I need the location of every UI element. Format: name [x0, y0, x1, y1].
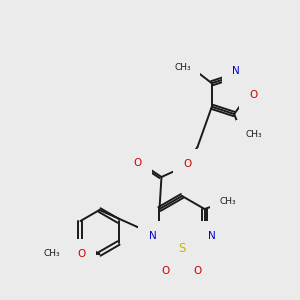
Text: O: O: [250, 90, 258, 100]
Text: O: O: [194, 266, 202, 276]
Text: O: O: [183, 159, 192, 169]
Text: S: S: [178, 242, 186, 254]
Text: N: N: [208, 231, 215, 241]
Text: CH₃: CH₃: [44, 250, 61, 259]
Text: CH₃: CH₃: [245, 130, 262, 139]
Text: N: N: [232, 66, 240, 76]
Text: N: N: [148, 231, 156, 241]
Text: CH₃: CH₃: [174, 63, 191, 72]
Text: O: O: [134, 158, 142, 168]
Text: CH₃: CH₃: [219, 197, 236, 206]
Text: O: O: [77, 249, 86, 259]
Text: O: O: [162, 266, 170, 276]
